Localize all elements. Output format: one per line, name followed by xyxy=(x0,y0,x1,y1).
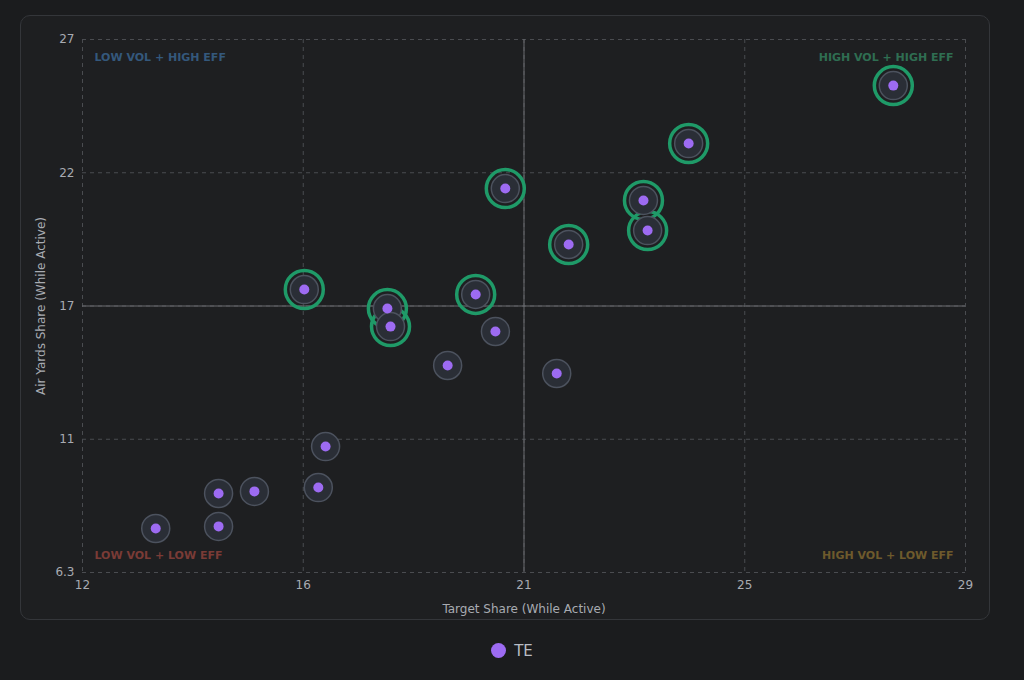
svg-text:HIGH VOL + HIGH EFF: HIGH VOL + HIGH EFF xyxy=(819,51,954,64)
svg-text:LOW VOL + HIGH EFF: LOW VOL + HIGH EFF xyxy=(95,51,226,64)
svg-text:HIGH VOL + LOW EFF: HIGH VOL + LOW EFF xyxy=(822,549,953,562)
svg-text:21: 21 xyxy=(516,578,531,592)
svg-text:29: 29 xyxy=(958,578,973,592)
svg-text:6.3: 6.3 xyxy=(55,565,74,579)
svg-text:11: 11 xyxy=(59,432,74,446)
svg-text:12: 12 xyxy=(75,578,90,592)
svg-text:17: 17 xyxy=(59,299,74,313)
svg-text:LOW VOL + LOW EFF: LOW VOL + LOW EFF xyxy=(95,549,223,562)
svg-text:Target Share (While Active): Target Share (While Active) xyxy=(441,602,605,616)
svg-text:Air Yards Share (While Active): Air Yards Share (While Active) xyxy=(34,217,48,395)
svg-text:22: 22 xyxy=(59,166,74,180)
svg-text:25: 25 xyxy=(737,578,752,592)
svg-text:16: 16 xyxy=(296,578,311,592)
svg-text:27: 27 xyxy=(59,32,74,46)
html-text:TE: TE xyxy=(514,642,533,660)
